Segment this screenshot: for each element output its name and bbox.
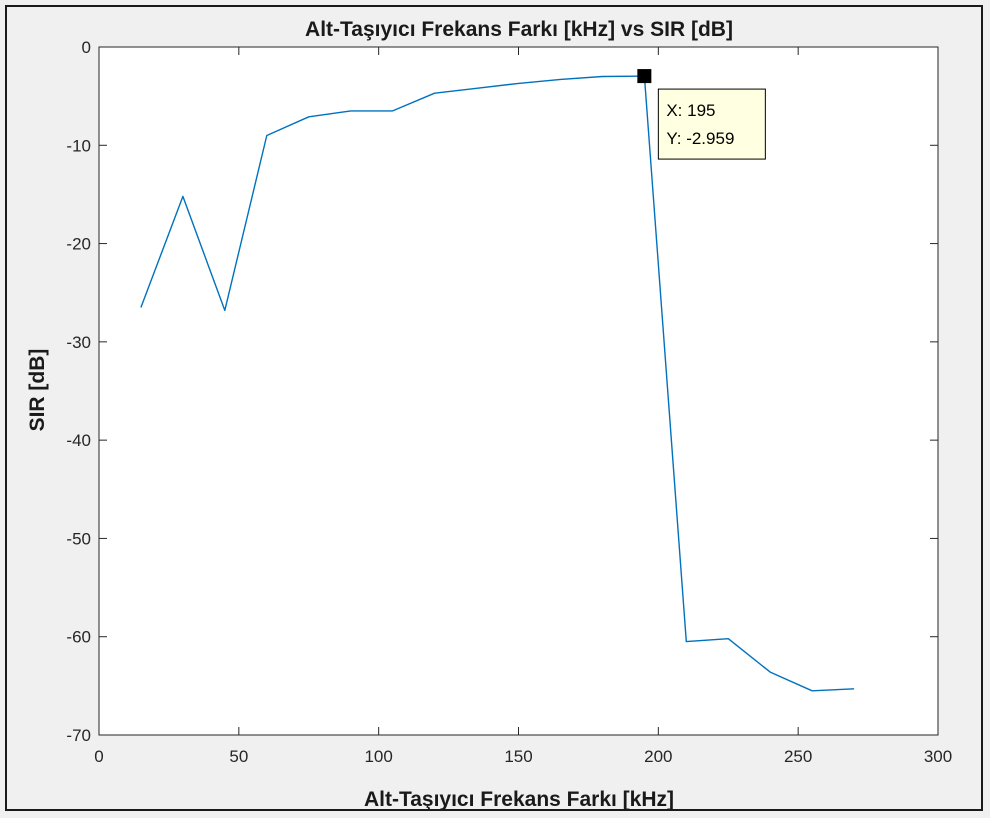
- y-tick-label: -20: [66, 235, 91, 254]
- datatip-x-label: X: 195: [666, 101, 715, 120]
- x-axis-label: Alt-Taşıyıcı Frekans Farkı [kHz]: [364, 788, 674, 811]
- y-axis-label: SIR [dB]: [26, 349, 49, 432]
- x-tick-label: 300: [924, 747, 952, 766]
- x-tick-label: 0: [94, 747, 103, 766]
- datatip-marker[interactable]: [637, 69, 652, 84]
- y-tick-label: -10: [66, 136, 91, 155]
- x-tick-label: 100: [364, 747, 392, 766]
- chart-title: Alt-Taşıyıcı Frekans Farkı [kHz] vs SIR …: [305, 18, 733, 41]
- x-tick-label: 50: [229, 747, 248, 766]
- x-tick-label: 200: [644, 747, 672, 766]
- datatip-y-label: Y: -2.959: [666, 129, 734, 148]
- datatip-box[interactable]: [657, 88, 766, 160]
- y-tick-label: -30: [66, 333, 91, 352]
- plot-area: [98, 46, 939, 736]
- x-tick-label: 250: [784, 747, 812, 766]
- series-line: [140, 75, 855, 692]
- y-tick-label: -70: [66, 726, 91, 745]
- y-tick-label: -60: [66, 628, 91, 647]
- y-tick-label: 0: [82, 38, 91, 57]
- y-tick-label: -40: [66, 431, 91, 450]
- x-tick-label: 150: [504, 747, 532, 766]
- y-tick-label: -50: [66, 529, 91, 548]
- axes: 0 50 100 150 200 250 300 0 -10 -20 -30 -40 -50 -60 -70…: [66, 38, 952, 766]
